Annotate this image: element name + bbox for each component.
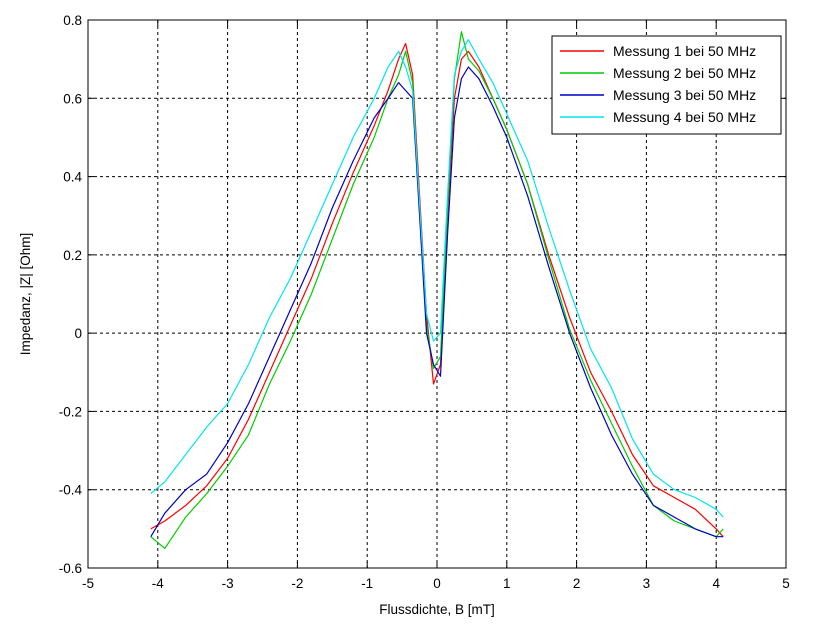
x-tick-label: 5 (782, 576, 790, 591)
legend-label-4: Messung 4 bei 50 MHz (613, 109, 756, 125)
y-tick-label: 0.4 (63, 170, 82, 185)
series-line-2 (150, 31, 724, 550)
series-line-1 (150, 42, 724, 538)
x-tick-label: 0 (433, 576, 441, 591)
x-tick-label: 3 (643, 576, 651, 591)
x-tick-label: 1 (503, 576, 511, 591)
x-axis-label: Flussdichte, B [mT] (379, 602, 495, 617)
x-tick-label: 4 (712, 576, 720, 591)
series-line-4 (150, 38, 724, 518)
y-tick-label: 0.6 (63, 91, 82, 106)
legend-label-2: Messung 2 bei 50 MHz (613, 65, 756, 81)
legend-label-1: Messung 1 bei 50 MHz (613, 43, 756, 59)
y-tick-label: 0.8 (63, 13, 82, 28)
legend-label-3: Messung 3 bei 50 MHz (613, 87, 756, 103)
y-tick-label: 0 (74, 326, 82, 341)
x-tick-label: -5 (82, 576, 94, 591)
axis-ticks: -5 -4 -3 -2 -1 0 1 2 3 4 5 -0.6 -0.4 -0.2 0 0.2 0.4 0.6 0.… (59, 13, 790, 591)
x-tick-label: -3 (222, 576, 234, 591)
x-tick-label: -4 (152, 576, 164, 591)
y-tick-label: -0.2 (59, 404, 82, 419)
x-tick-label: -2 (291, 576, 303, 591)
y-tick-label: -0.6 (59, 561, 82, 576)
y-axis-label: Impedanz, |Z| [Ohm] (18, 233, 33, 356)
x-tick-label: 2 (573, 576, 581, 591)
legend: Messung 1 bei 50 MHz Messung 2 bei 50 MHz… (551, 35, 782, 135)
y-tick-label: -0.4 (59, 483, 83, 498)
x-tick-label: -1 (361, 576, 373, 591)
series-lines (150, 31, 724, 550)
y-tick-label: 0.2 (63, 248, 82, 263)
series-line-3 (150, 66, 724, 538)
